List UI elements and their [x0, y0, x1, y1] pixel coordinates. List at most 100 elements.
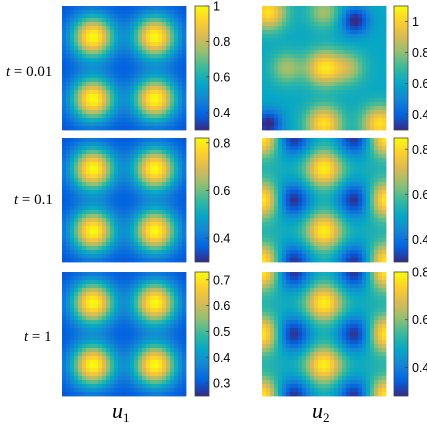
heatmap-cell: [106, 360, 111, 365]
heatmap-cell: [86, 384, 91, 389]
heatmap-cell: [130, 150, 135, 155]
heatmap-cell: [350, 126, 355, 131]
heatmap-cell: [86, 304, 91, 309]
heatmap-cell: [366, 50, 371, 55]
heatmap-cell: [162, 218, 167, 223]
heatmap-cell: [182, 26, 187, 31]
heatmap-cell: [326, 6, 331, 11]
heatmap-cell: [70, 300, 75, 305]
heatmap-cell: [146, 94, 151, 99]
heatmap-cell: [378, 58, 383, 63]
heatmap-cell: [70, 158, 75, 163]
heatmap-cell: [86, 376, 91, 381]
heatmap-cell: [74, 380, 79, 385]
heatmap-cell: [146, 324, 151, 329]
heatmap-cell: [122, 162, 127, 167]
heatmap-cell: [314, 82, 319, 87]
heatmap-cell: [318, 138, 323, 143]
heatmap-cell: [142, 142, 147, 147]
heatmap-cell: [162, 254, 167, 259]
heatmap-cell: [338, 118, 343, 123]
heatmap-cell: [98, 272, 103, 277]
heatmap-cell: [182, 94, 187, 99]
heatmap-cell: [126, 70, 131, 75]
heatmap-cell: [294, 10, 299, 15]
heatmap-cell: [102, 106, 107, 111]
heatmap-cell: [74, 110, 79, 115]
heatmap-cell: [162, 34, 167, 39]
heatmap-cell: [154, 162, 159, 167]
heatmap-cell: [286, 78, 291, 83]
heatmap-cell: [90, 30, 95, 35]
heatmap-cell: [118, 214, 123, 219]
heatmap-cell: [98, 54, 103, 59]
heatmap-cell: [142, 280, 147, 285]
heatmap-cell: [66, 82, 71, 87]
heatmap-cell: [118, 114, 123, 119]
heatmap-cell: [110, 174, 115, 179]
heatmap-cell: [314, 70, 319, 75]
heatmap-cell: [306, 254, 311, 259]
heatmap-cell: [370, 18, 375, 23]
heatmap-cell: [126, 54, 131, 59]
heatmap-cell: [98, 98, 103, 103]
heatmap-cell: [106, 54, 111, 59]
heatmap-cell: [106, 368, 111, 373]
heatmap-cell: [174, 118, 179, 123]
heatmap-cell: [114, 250, 119, 255]
heatmap-cell: [178, 38, 183, 43]
heatmap-cell: [354, 254, 359, 259]
heatmap-cell: [82, 380, 87, 385]
heatmap-cell: [310, 280, 315, 285]
heatmap-cell: [78, 344, 83, 349]
heatmap-cell: [138, 234, 143, 239]
heatmap-cell: [270, 30, 275, 35]
heatmap-cell: [286, 54, 291, 59]
heatmap-cell: [102, 22, 107, 27]
heatmap-cell: [326, 110, 331, 115]
heatmap-cell: [350, 272, 355, 277]
heatmap-cell: [70, 70, 75, 75]
heatmap-cell: [162, 352, 167, 357]
heatmap-cell: [118, 320, 123, 325]
heatmap-cell: [270, 242, 275, 247]
heatmap-cell: [330, 86, 335, 91]
heatmap-cell: [314, 30, 319, 35]
heatmap-cell: [150, 90, 155, 95]
heatmap-cell: [158, 384, 163, 389]
heatmap-cell: [302, 6, 307, 11]
heatmap-cell: [134, 62, 139, 67]
heatmap-cell: [106, 78, 111, 83]
heatmap-cell: [70, 384, 75, 389]
heatmap-cell: [66, 364, 71, 369]
heatmap-cell: [70, 210, 75, 215]
heatmap-cell: [126, 344, 131, 349]
heatmap-cell: [126, 142, 131, 147]
heatmap-cell: [366, 90, 371, 95]
heatmap-cell: [158, 372, 163, 377]
heatmap-cell: [150, 344, 155, 349]
heatmap-cell: [142, 42, 147, 47]
heatmap-cell: [346, 142, 351, 147]
heatmap-cell: [154, 392, 159, 397]
heatmap-cell: [318, 154, 323, 159]
heatmap-cell: [362, 170, 367, 175]
heatmap-cell: [146, 238, 151, 243]
heatmap-cell: [302, 90, 307, 95]
heatmap-cell: [306, 150, 311, 155]
heatmap-cell: [374, 66, 379, 71]
heatmap-cell: [362, 178, 367, 183]
heatmap-cell: [122, 284, 127, 289]
heatmap-cell: [86, 186, 91, 191]
heatmap-cell: [358, 74, 363, 79]
heatmap-cell: [110, 392, 115, 397]
heatmap-cell: [350, 288, 355, 293]
heatmap-cell: [110, 280, 115, 285]
heatmap-cell: [138, 146, 143, 151]
heatmap-cell: [374, 106, 379, 111]
heatmap-cell: [134, 356, 139, 361]
heatmap-cell: [350, 158, 355, 163]
heatmap-cell: [142, 272, 147, 277]
heatmap-cell: [106, 38, 111, 43]
heatmap-cell: [290, 254, 295, 259]
